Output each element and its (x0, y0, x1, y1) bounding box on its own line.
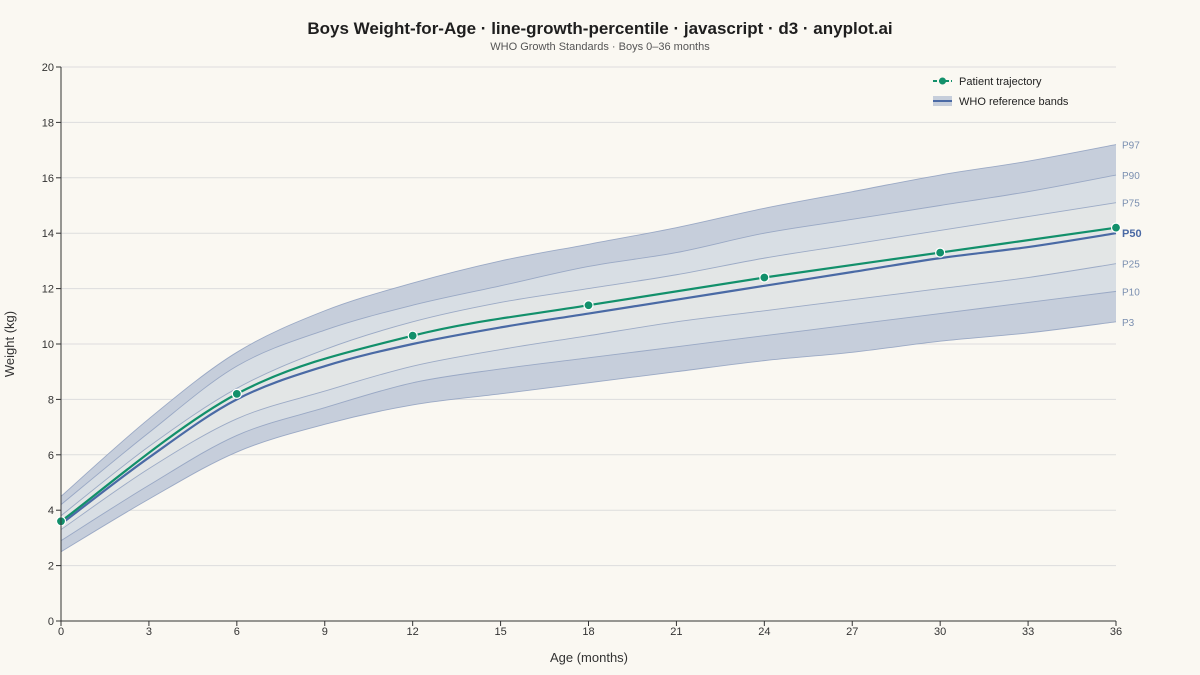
x-tick: 12 (407, 621, 419, 638)
percentile-lines (60, 144, 1117, 553)
band-p10-p25 (61, 263, 1116, 541)
x-tick: 30 (934, 621, 946, 638)
patient-point (935, 247, 946, 258)
y-tick-label: 6 (48, 450, 54, 462)
percentile-line-p75 (60, 202, 1117, 517)
x-tick-label: 12 (407, 626, 419, 638)
x-tick: 0 (58, 621, 64, 638)
y-tick: 16 (42, 173, 61, 185)
percentile-line-p50 (60, 232, 1117, 525)
y-tick: 6 (48, 450, 61, 462)
x-tick-label: 18 (582, 626, 594, 638)
patient-point (759, 272, 770, 283)
x-tick: 15 (494, 621, 507, 638)
x-tick: 27 (846, 621, 858, 638)
percentile-labels: P3 P10 P25 P50 P75 P90 P97 (1122, 141, 1142, 329)
x-tick: 6 (234, 621, 240, 638)
chart-title: Boys Weight-for-Age · line-growth-percen… (307, 19, 893, 38)
x-tick: 3 (146, 621, 152, 638)
x-tick-label: 27 (846, 626, 858, 638)
x-tick-label: 21 (670, 626, 682, 638)
legend-item-patient: Patient trajectory (933, 76, 1042, 88)
percentile-line-p97 (60, 144, 1117, 497)
percentile-line-p10 (60, 290, 1117, 542)
percentile-label-p90: P90 (1122, 171, 1140, 182)
y-axis-label: Weight (kg) (2, 311, 17, 377)
y-tick-label: 14 (42, 228, 54, 240)
x-tick-label: 36 (1110, 626, 1122, 638)
legend: Patient trajectory WHO reference bands (933, 76, 1069, 108)
legend-patient-marker (939, 77, 946, 85)
band-p3-p10 (61, 291, 1116, 552)
y-tick: 4 (48, 505, 61, 517)
x-axis-label: Age (months) (550, 650, 628, 665)
patient-point (1110, 222, 1122, 233)
y-tick: 14 (42, 228, 61, 240)
y-tick-label: 2 (48, 561, 54, 573)
percentile-line-p3 (60, 321, 1117, 553)
percentile-label-p50: P50 (1122, 228, 1142, 240)
x-tick-label: 30 (934, 626, 946, 638)
x-tick: 21 (670, 621, 683, 638)
percentile-label-p75: P75 (1122, 199, 1140, 210)
legend-item-who: WHO reference bands (933, 96, 1069, 108)
percentile-label-p97: P97 (1122, 141, 1140, 152)
band-p25-p75 (61, 202, 1116, 530)
y-tick-label: 16 (42, 173, 54, 185)
patient-trajectory (55, 222, 1122, 527)
x-tick-label: 9 (322, 626, 328, 638)
chart-subtitle: WHO Growth Standards · Boys 0–36 months (490, 41, 710, 53)
percentile-label-p25: P25 (1122, 260, 1140, 271)
x-tick-label: 0 (58, 626, 64, 638)
patient-point (407, 330, 418, 341)
percentile-line-p90 (60, 174, 1117, 506)
y-tick-label: 0 (48, 616, 54, 628)
y-tick: 20 (42, 62, 61, 74)
patient-point (231, 388, 242, 399)
percentile-bands (61, 144, 1116, 552)
x-tick-label: 6 (234, 626, 240, 638)
y-tick-label: 8 (48, 394, 54, 406)
y-tick-label: 12 (42, 284, 54, 296)
x-tick: 18 (582, 621, 595, 638)
y-tick-label: 10 (42, 339, 54, 351)
y-tick: 0 (48, 616, 61, 628)
y-tick-label: 20 (42, 62, 54, 74)
y-tick: 2 (48, 561, 61, 573)
legend-who-label: WHO reference bands (959, 96, 1069, 108)
y-tick-label: 18 (42, 117, 54, 129)
y-tick: 12 (42, 284, 61, 296)
percentile-line-p25 (60, 263, 1117, 530)
y-tick: 8 (48, 394, 61, 406)
patient-point (583, 300, 594, 311)
x-tick-label: 33 (1022, 626, 1034, 638)
y-tick: 10 (42, 339, 61, 351)
x-tick-label: 15 (494, 626, 506, 638)
x-tick: 36 (1110, 621, 1122, 638)
band-p75-p90 (61, 175, 1116, 516)
x-tick: 33 (1022, 621, 1034, 638)
x-tick: 9 (322, 621, 328, 638)
y-tick-label: 4 (48, 505, 54, 517)
x-tick: 24 (758, 621, 770, 638)
x-tick-label: 3 (146, 626, 152, 638)
percentile-label-p10: P10 (1122, 287, 1140, 298)
y-tick: 18 (42, 117, 61, 129)
legend-patient-label: Patient trajectory (959, 76, 1042, 88)
percentile-label-p3: P3 (1122, 318, 1135, 329)
x-tick-label: 24 (758, 626, 770, 638)
band-p90-p97 (61, 144, 1116, 505)
